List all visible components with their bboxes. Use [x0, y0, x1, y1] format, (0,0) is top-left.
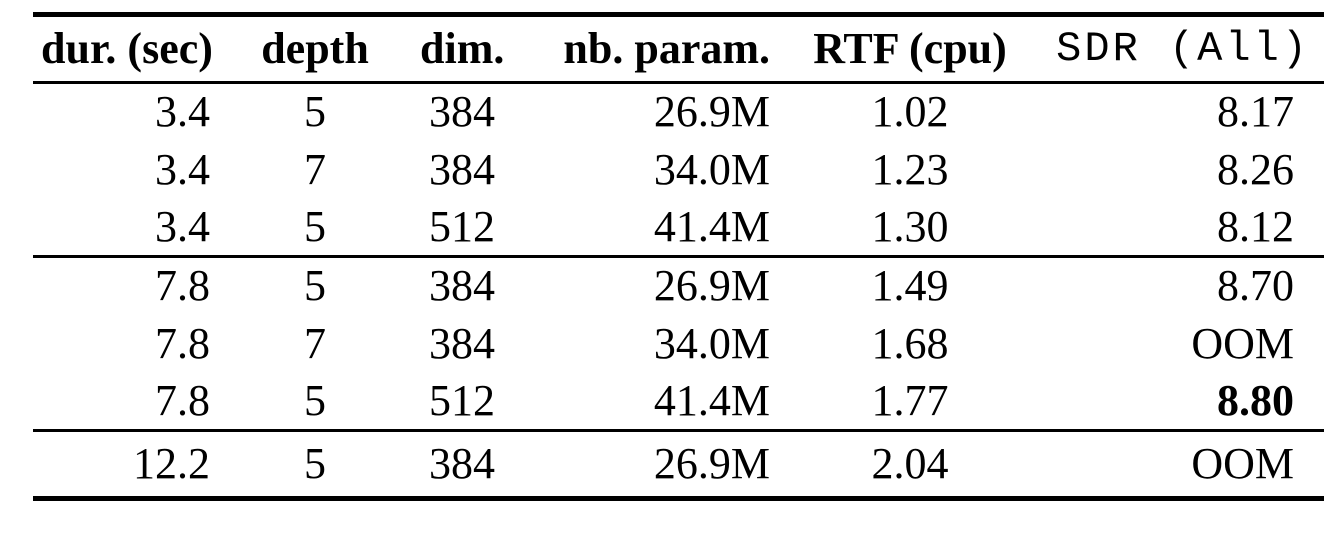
cell-depth: 5: [304, 261, 326, 311]
table-row: 3.4 7 384 34.0M 1.23 8.26: [33, 141, 1324, 199]
cell-dim: 512: [429, 201, 495, 251]
cell-rtf: 1.02: [871, 87, 949, 137]
table-row: 7.8 7 384 34.0M 1.68 OOM: [33, 315, 1324, 373]
cell-sdr-best: 8.80: [1217, 375, 1294, 425]
cell-dur: 3.4: [155, 144, 210, 194]
table-row: 7.8 5 384 26.9M 1.49 8.70: [33, 257, 1324, 315]
cell-rtf: 1.49: [871, 261, 949, 311]
cell-dim: 512: [429, 375, 495, 425]
header-row: dur. (sec) depth dim. nb. param. RTF (cp…: [33, 15, 1324, 83]
cell-dim: 384: [429, 318, 495, 368]
cell-nb-param: 26.9M: [653, 87, 770, 137]
cell-rtf: 1.30: [871, 201, 949, 251]
cell-nb-param: 41.4M: [653, 201, 770, 251]
col-header-dim: dim.: [420, 24, 505, 73]
cell-depth: 5: [304, 375, 326, 425]
cell-nb-param: 26.9M: [653, 261, 770, 311]
cell-nb-param: 34.0M: [653, 318, 770, 368]
row-group-3: 12.2 5 384 26.9M 2.04 OOM: [33, 430, 1324, 499]
cell-sdr: 8.70: [1217, 261, 1294, 311]
results-table: dur. (sec) depth dim. nb. param. RTF (cp…: [33, 12, 1324, 501]
col-header-sdr-all: SDR (All): [1056, 25, 1310, 73]
col-header-rtf-cpu: RTF (cpu): [813, 24, 1007, 73]
cell-sdr: OOM: [1191, 439, 1294, 488]
cell-depth: 5: [304, 201, 326, 251]
cell-dur: 12.2: [133, 439, 210, 488]
cell-dur: 3.4: [155, 201, 210, 251]
cell-dim: 384: [429, 144, 495, 194]
cell-dur: 3.4: [155, 87, 210, 137]
cell-sdr: 8.12: [1217, 201, 1294, 251]
cell-sdr: 8.26: [1217, 144, 1294, 194]
table-row: 3.4 5 512 41.4M 1.30 8.12: [33, 199, 1324, 257]
cell-dim: 384: [429, 261, 495, 311]
col-header-nb-param: nb. param.: [563, 24, 770, 73]
cell-nb-param: 34.0M: [653, 144, 770, 194]
cell-rtf: 1.68: [871, 318, 949, 368]
col-header-dur-sec: dur. (sec): [41, 24, 213, 73]
cell-dim: 384: [429, 87, 495, 137]
cell-nb-param: 41.4M: [653, 375, 770, 425]
cell-depth: 5: [304, 87, 326, 137]
cell-depth: 7: [304, 144, 326, 194]
table-row: 7.8 5 512 41.4M 1.77 8.80: [33, 373, 1324, 431]
cell-sdr: 8.17: [1217, 87, 1294, 137]
cell-rtf: 2.04: [871, 439, 949, 488]
table-header: dur. (sec) depth dim. nb. param. RTF (cp…: [33, 15, 1324, 83]
cell-dim: 384: [429, 439, 495, 488]
table-row: 12.2 5 384 26.9M 2.04 OOM: [33, 431, 1324, 499]
cell-dur: 7.8: [155, 375, 210, 425]
cell-depth: 7: [304, 318, 326, 368]
cell-depth: 5: [304, 439, 326, 488]
cell-nb-param: 26.9M: [653, 439, 770, 488]
col-header-depth: depth: [261, 24, 369, 73]
table-row: 3.4 5 384 26.9M 1.02 8.17: [33, 83, 1324, 141]
cell-dur: 7.8: [155, 318, 210, 368]
cell-rtf: 1.23: [871, 144, 949, 194]
cell-rtf: 1.77: [871, 375, 949, 425]
row-group-2: 7.8 5 384 26.9M 1.49 8.70 7.8 7 384 34.0…: [33, 256, 1324, 431]
cell-dur: 7.8: [155, 261, 210, 311]
row-group-1: 3.4 5 384 26.9M 1.02 8.17 3.4 7 384 34.0…: [33, 83, 1324, 257]
cell-sdr: OOM: [1191, 318, 1294, 368]
